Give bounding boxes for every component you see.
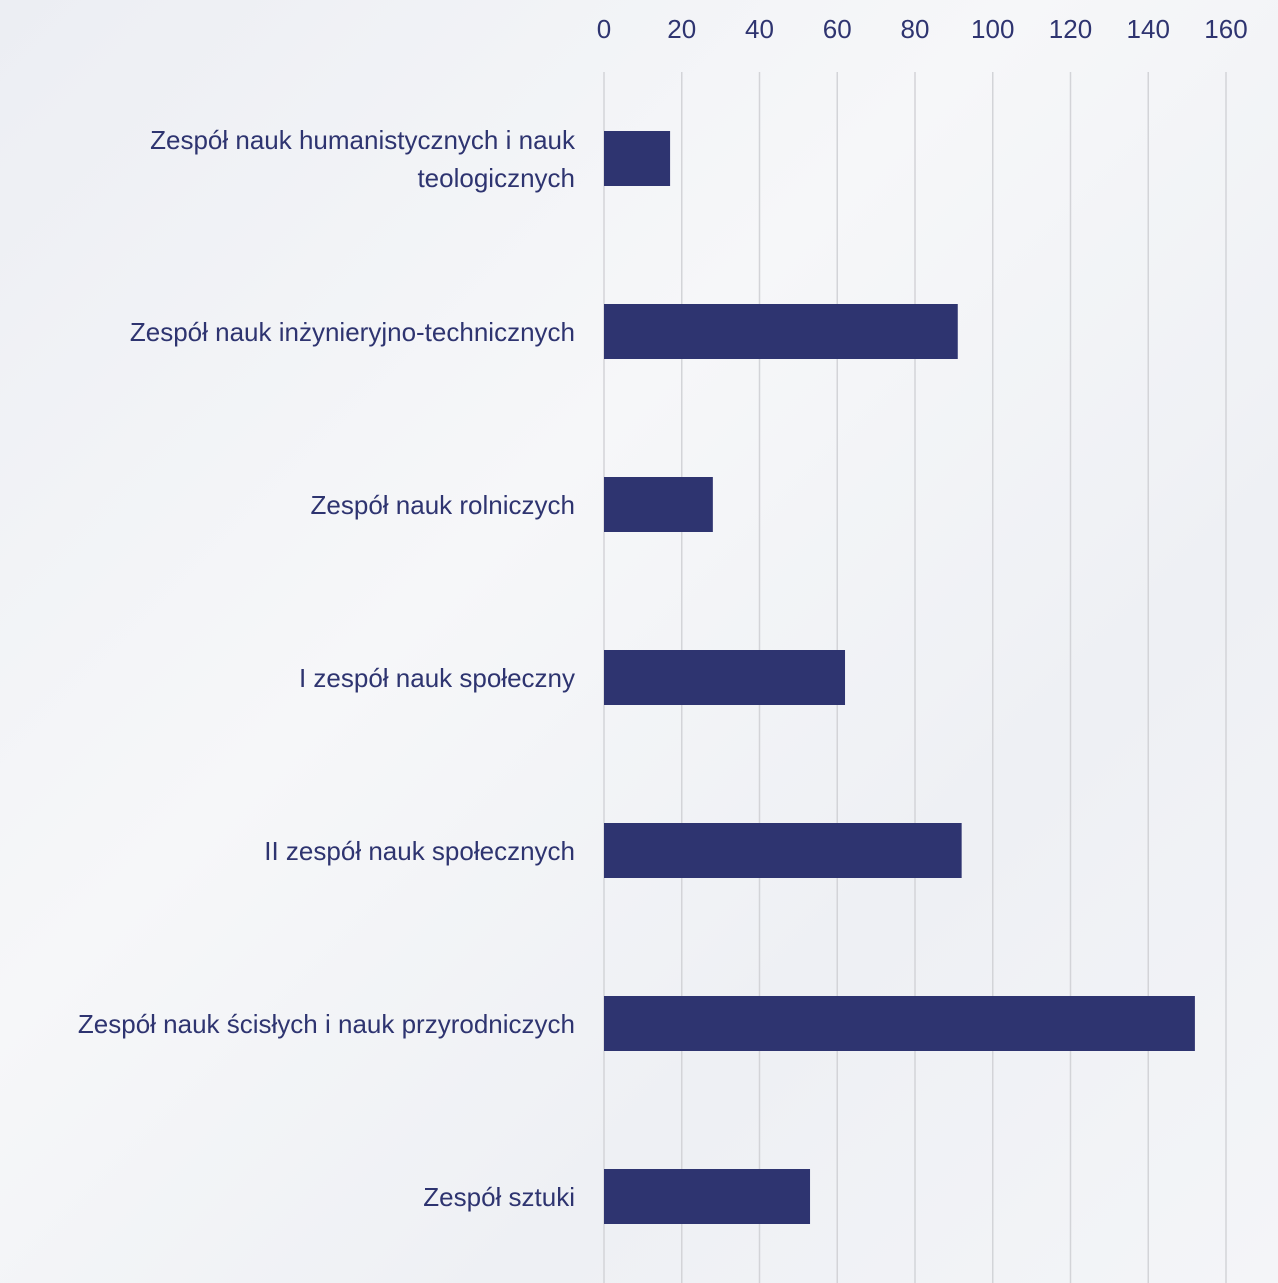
bar bbox=[604, 823, 962, 878]
bar bbox=[604, 131, 671, 186]
x-tick-label: 160 bbox=[1204, 14, 1247, 44]
x-tick-label: 0 bbox=[597, 14, 611, 44]
y-tick-label: Zespół nauk inżynieryjno-technicznych bbox=[129, 316, 575, 347]
y-tick-label: I zespół nauk społeczny bbox=[298, 662, 575, 693]
y-tick-label: Zespół sztuki bbox=[423, 1181, 575, 1212]
x-tick-label: 100 bbox=[971, 14, 1014, 44]
bar bbox=[604, 1169, 811, 1224]
bar bbox=[604, 996, 1195, 1051]
x-tick-label: 140 bbox=[1127, 14, 1170, 44]
y-tick-label: Zespół nauk rolniczych bbox=[310, 489, 575, 520]
y-tick-label: Zespół nauk ścisłych i nauk przyrodniczy… bbox=[77, 1008, 575, 1039]
bar bbox=[604, 650, 846, 705]
x-tick-label: 120 bbox=[1049, 14, 1092, 44]
bar bbox=[604, 477, 713, 532]
bar bbox=[604, 304, 958, 359]
x-tick-label: 80 bbox=[901, 14, 930, 44]
x-tick-label: 20 bbox=[667, 14, 696, 44]
x-tick-label: 40 bbox=[745, 14, 774, 44]
y-tick-label: II zespół nauk społecznych bbox=[264, 835, 575, 866]
x-tick-label: 60 bbox=[823, 14, 852, 44]
y-tick-label: Zespół nauk humanistycznych i nauk teolo… bbox=[150, 124, 575, 193]
